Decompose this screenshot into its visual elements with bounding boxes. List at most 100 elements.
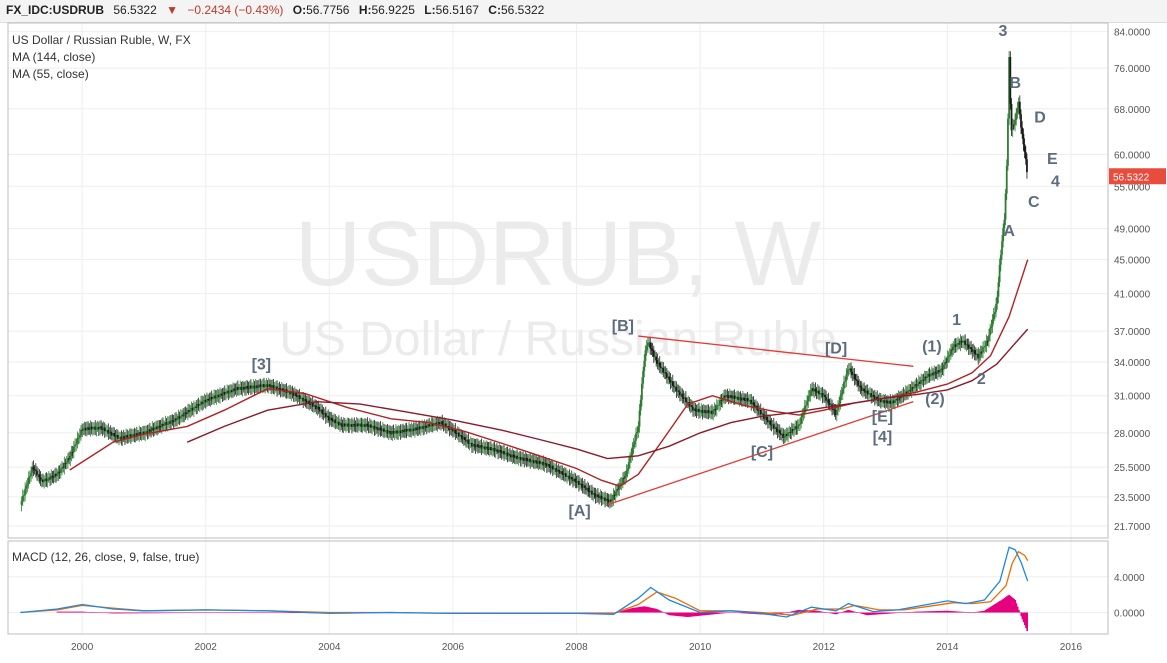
price-candle-body: [181, 414, 183, 416]
price-candle-body: [337, 421, 340, 426]
price-candle-body: [636, 431, 639, 434]
macd-histogram-bar: [791, 611, 793, 613]
macd-histogram-bar: [924, 611, 926, 613]
macd-histogram-bar: [1002, 598, 1005, 613]
price-candle-body: [635, 433, 637, 441]
price-candle-body: [808, 395, 811, 397]
symbol-name[interactable]: FX_IDC:USDRUB: [6, 3, 105, 17]
price-candle-body: [400, 429, 403, 434]
macd-histogram-bar: [244, 612, 247, 614]
price-candle-body: [398, 430, 401, 432]
price-candle-body: [819, 393, 822, 395]
macd-histogram-bar: [675, 612, 678, 616]
price-candle-body: [184, 412, 187, 414]
macd-histogram-bar: [66, 611, 68, 613]
price-candle-body: [667, 376, 669, 378]
price-candle-body: [608, 499, 611, 503]
price-candle-body: [97, 427, 100, 430]
macd-histogram-bar: [725, 612, 728, 614]
price-candle-body: [951, 349, 953, 351]
price-candle-body: [939, 371, 942, 373]
price-candle-body: [424, 425, 427, 427]
price-candle-body: [59, 468, 62, 473]
price-candle-body: [103, 427, 106, 432]
macd-histogram-bar: [270, 612, 273, 614]
macd-histogram-bar: [625, 609, 628, 613]
price-candle-body: [68, 458, 70, 460]
price-candle-body: [409, 428, 412, 432]
price-candle-body: [83, 427, 86, 429]
price-candle-body: [602, 497, 605, 499]
macd-histogram-bar: [981, 611, 983, 613]
macd-histogram-bar: [283, 612, 286, 614]
price-candle-body: [416, 429, 419, 431]
price-candle-body: [611, 499, 614, 502]
price-candle-body: [866, 390, 869, 395]
macd-histogram-bar: [933, 611, 936, 613]
macd-histogram-bar: [268, 612, 270, 614]
macd-histogram-bar: [705, 612, 708, 616]
grid-lines: [8, 23, 1108, 634]
macd-histogram-bar: [258, 612, 261, 614]
price-candle-body: [478, 446, 480, 448]
price-candle-body: [922, 379, 925, 381]
price-candle-body: [581, 484, 584, 488]
price-candle-body: [436, 422, 439, 426]
price-candle-body: [812, 388, 814, 392]
price-candle-body: [764, 416, 767, 419]
macd-histogram-bar: [894, 612, 897, 614]
macd-histogram-bar: [655, 608, 658, 613]
macd-histogram-bar: [92, 612, 94, 613]
price-candle-body: [910, 387, 913, 392]
macd-histogram-bar: [700, 612, 703, 616]
price-candle-body: [270, 386, 273, 388]
price-candle-body: [762, 413, 765, 415]
macd-histogram-bar: [823, 611, 825, 613]
price-candle-body: [246, 386, 249, 389]
price-candle-body: [988, 335, 990, 342]
macd-histogram-bar: [227, 612, 230, 614]
price-candle-body: [63, 463, 66, 468]
macd-histogram-bar: [1009, 595, 1012, 613]
price-candle-body: [526, 460, 529, 462]
macd-histogram-bar: [869, 612, 872, 615]
price-candle-body: [867, 393, 870, 395]
price-candle-body: [673, 385, 675, 387]
price-candle-body: [374, 427, 377, 430]
price-candle-body: [125, 434, 128, 439]
macd-histogram-bar: [710, 612, 712, 615]
price-candle-body: [474, 445, 477, 448]
macd-histogram-bar: [667, 612, 670, 615]
macd-histogram-bar: [804, 610, 806, 613]
macd-histogram-bar: [719, 612, 722, 614]
wave-label: E: [1047, 151, 1058, 168]
macd-histogram-bar: [889, 612, 892, 614]
price-candle-body: [790, 429, 793, 434]
price-candle-body: [537, 460, 540, 464]
macd-histogram-bar: [712, 612, 715, 615]
price-candle-body: [550, 465, 553, 468]
price-candle-body: [147, 429, 150, 434]
price-tick-label: 55.0000: [1114, 182, 1151, 193]
macd-histogram-bar: [848, 609, 850, 613]
macd-histogram-bar: [1015, 603, 1018, 613]
price-candle-body: [816, 390, 819, 393]
price-candle-body: [845, 374, 848, 381]
price-candle-body: [801, 414, 804, 418]
trendline: [607, 401, 914, 506]
price-candle-body: [504, 453, 507, 455]
price-candle-body: [405, 428, 408, 432]
price-candle-body: [600, 495, 603, 500]
price-candle-body: [789, 432, 792, 434]
price-candle-body: [293, 393, 296, 396]
macd-histogram-bar: [953, 611, 956, 613]
macd-histogram-bar: [87, 612, 90, 613]
macd-histogram-bar: [168, 612, 170, 614]
price-candle-body: [57, 471, 60, 475]
macd-histogram-bar: [132, 612, 135, 614]
price-candle-body: [233, 388, 236, 390]
price-candle-body: [320, 409, 322, 412]
macd-histogram-bar: [61, 611, 63, 613]
macd-histogram-bar: [722, 612, 724, 614]
